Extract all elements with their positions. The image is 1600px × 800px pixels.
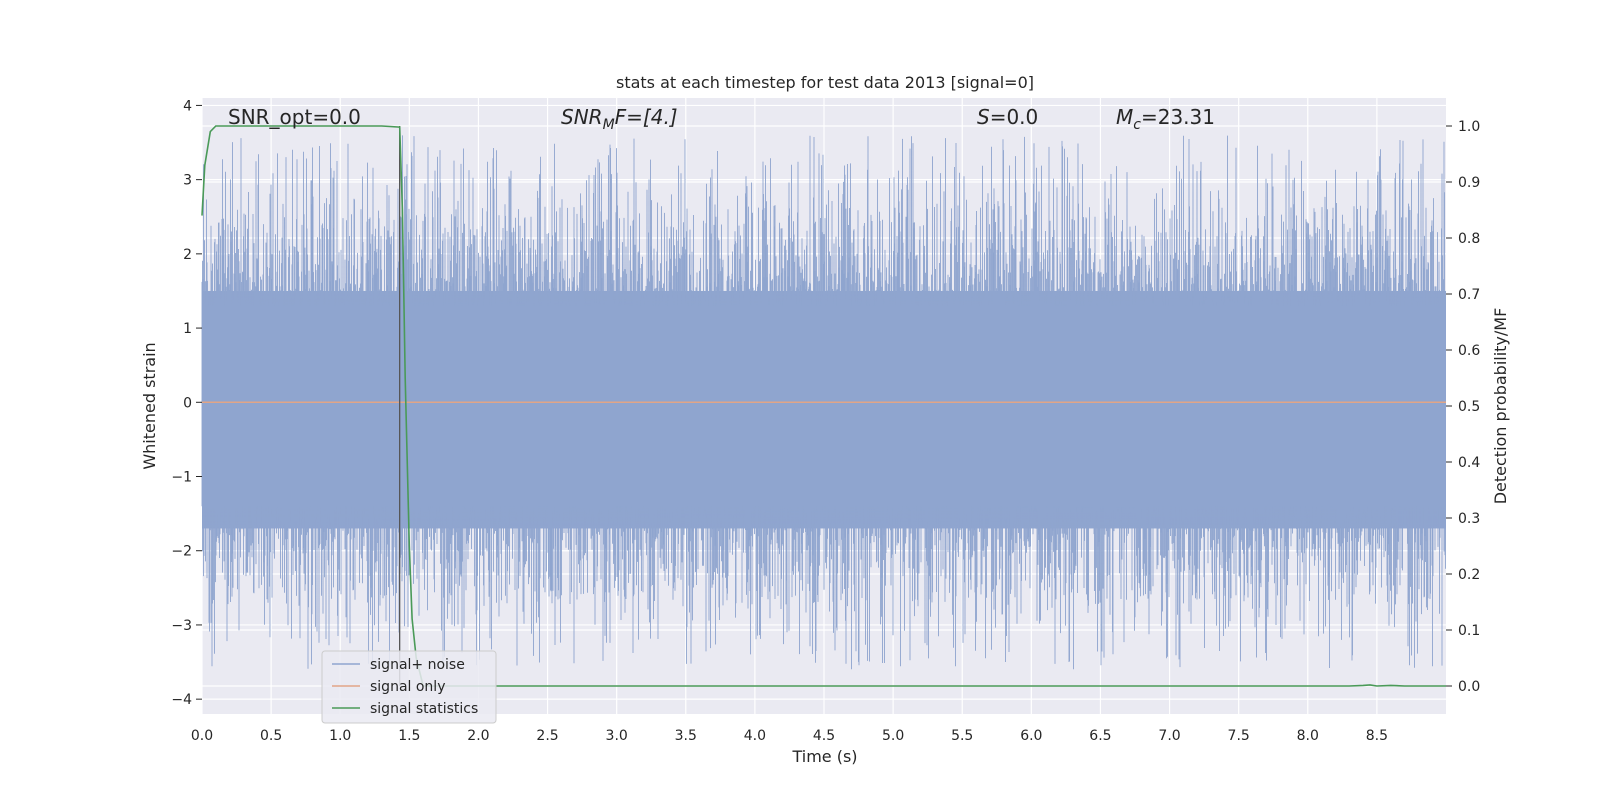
- x-tick-label: 2.0: [467, 728, 489, 744]
- x-tick-label: 8.0: [1297, 728, 1319, 744]
- y2-tick-label: 0.7: [1458, 287, 1480, 303]
- x-tick-label: 8.5: [1366, 728, 1388, 744]
- y-tick-label: 3: [183, 173, 192, 189]
- y-tick-label: 1: [183, 321, 192, 337]
- y-tick-label: 4: [183, 98, 192, 114]
- x-tick-label: 5.5: [951, 728, 973, 744]
- x-tick-label: 3.0: [606, 728, 628, 744]
- x-tick-label: 7.5: [1228, 728, 1250, 744]
- x-tick-label: 6.0: [1020, 728, 1042, 744]
- y2-tick-label: 0.4: [1458, 455, 1480, 471]
- legend-label-signal-statistics: signal statistics: [370, 701, 478, 717]
- legend-label-signal-only: signal only: [370, 679, 445, 695]
- y-tick-label: 0: [183, 395, 192, 411]
- y2-tick-label: 0.3: [1458, 511, 1480, 527]
- x-tick-label: 2.5: [536, 728, 558, 744]
- x-tick-label: 0.0: [191, 728, 213, 744]
- x-axis-label: Time (s): [791, 747, 857, 766]
- series-signal-noise: [201, 135, 1446, 670]
- annotation-snr-mf: SNRMF=[4.]: [561, 105, 678, 133]
- x-tick-label: 1.5: [398, 728, 420, 744]
- y-axis-label: Whitened strain: [140, 342, 159, 469]
- x-tick-label: 7.0: [1158, 728, 1180, 744]
- x-tick-label: 4.5: [813, 728, 835, 744]
- y2-tick-label: 0.2: [1458, 567, 1480, 583]
- x-tick-label: 4.0: [744, 728, 766, 744]
- y-tick-label: −2: [171, 544, 192, 560]
- y-axis-ticks: 4 3 2 1 0 −1 −2 −3 −4: [171, 98, 202, 708]
- legend-box: [321, 650, 497, 724]
- y2-tick-label: 0.1: [1458, 623, 1480, 639]
- y-tick-label: 2: [183, 247, 192, 263]
- x-tick-label: 6.5: [1089, 728, 1111, 744]
- y2-axis-label: Detection probability/MF: [1491, 308, 1510, 505]
- x-axis-ticks: 0.0 0.5 1.0 1.5 2.0 2.5 3.0 3.5 4.0 4.5 5.0 5.5 6.0 6…: [191, 728, 1388, 744]
- y2-tick-label: 1.0: [1458, 119, 1480, 135]
- x-tick-label: 0.5: [260, 728, 282, 744]
- y-tick-label: −3: [171, 618, 192, 634]
- annotation-mc: Mc=23.31: [1116, 105, 1215, 133]
- annotation-s: S=0.0: [977, 105, 1038, 129]
- y2-tick-label: 0.0: [1458, 679, 1480, 695]
- y2-axis-ticks: 1.0 0.9 0.8 0.7 0.6 0.5 0.4 0.3 0.2 0.1 0.0: [1446, 119, 1480, 695]
- y2-tick-label: 0.6: [1458, 343, 1480, 359]
- legend-label-signal-noise: signal+ noise: [370, 657, 465, 673]
- y2-tick-label: 0.9: [1458, 175, 1480, 191]
- annotation-snr-opt: SNR_opt=0.0: [228, 105, 361, 129]
- y-tick-label: −1: [171, 470, 192, 486]
- x-tick-label: 3.5: [675, 728, 697, 744]
- noise-trace: [201, 135, 1446, 670]
- chart-title: stats at each timestep for test data 201…: [616, 73, 1034, 92]
- x-tick-label: 5.0: [882, 728, 904, 744]
- y-tick-label: −4: [171, 692, 192, 708]
- y2-tick-label: 0.5: [1458, 399, 1480, 415]
- legend: signal+ noise signal only signal statist…: [321, 650, 497, 724]
- x-tick-label: 1.0: [329, 728, 351, 744]
- y2-tick-label: 0.8: [1458, 231, 1480, 247]
